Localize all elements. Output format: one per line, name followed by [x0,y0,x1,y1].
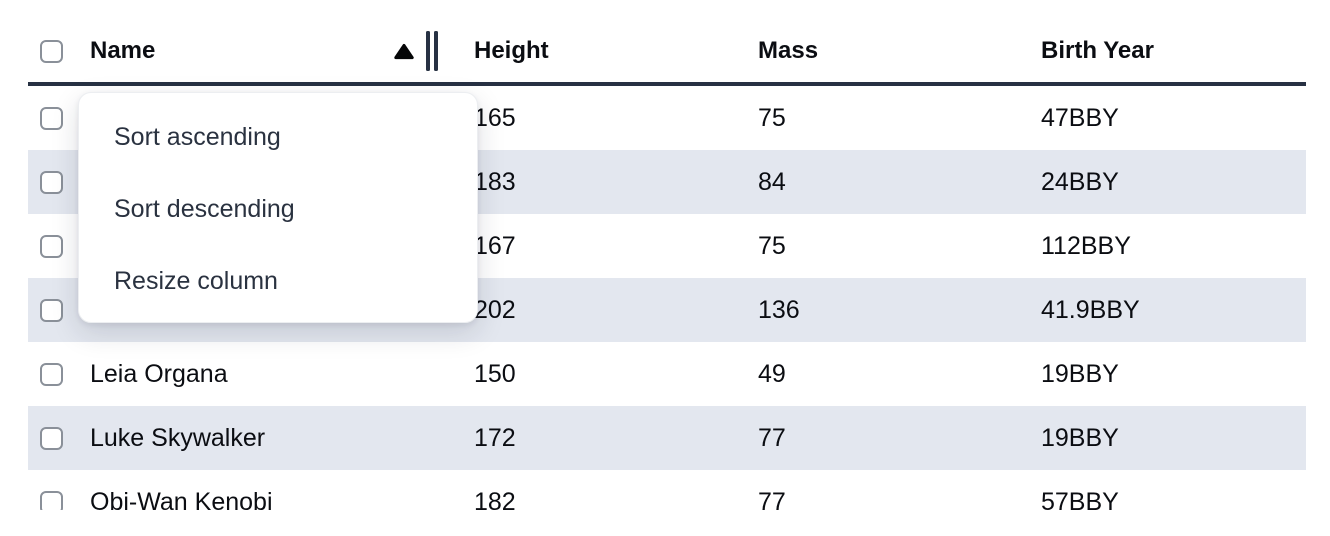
column-header-birth-year[interactable]: Birth Year [1041,37,1154,64]
table-row: Obi-Wan Kenobi 182 77 57BBY [28,470,1306,510]
cell-birth-year: 19BBY [1041,359,1119,388]
cell-height: 183 [474,167,516,196]
select-all-checkbox[interactable] [40,39,63,63]
row-select-cell [28,362,80,386]
row-select-cell [28,490,80,510]
cell-mass: 75 [758,231,786,260]
cell-birth-year: 19BBY [1041,423,1119,452]
column-header-height[interactable]: Height [474,37,549,64]
row-select-cell [28,106,80,130]
row-checkbox[interactable] [40,490,63,510]
row-checkbox[interactable] [40,170,63,194]
cell-height: 202 [474,295,516,324]
row-select-cell [28,426,80,450]
cell-birth-year: 24BBY [1041,167,1119,196]
cell-mass: 75 [758,103,786,132]
cell-name: Obi-Wan Kenobi [90,487,273,511]
table-row: Luke Skywalker 172 77 19BBY [28,406,1306,470]
column-context-menu: Sort ascending Sort descending Resize co… [78,92,478,323]
cell-mass: 77 [758,487,786,511]
cell-birth-year: 47BBY [1041,103,1119,132]
menu-item-sort-descending[interactable]: Sort descending [114,194,295,223]
row-select-cell [28,170,80,194]
name-header-icons [394,31,438,71]
menu-item-resize-column[interactable]: Resize column [114,266,278,295]
select-all-cell [28,39,80,63]
cell-mass: 77 [758,423,786,452]
cell-mass: 49 [758,359,786,388]
column-header-name-label: Name [90,37,156,64]
column-header-name[interactable]: Name [80,31,464,71]
row-select-cell [28,234,80,258]
cell-height: 167 [474,231,516,260]
row-checkbox[interactable] [40,106,63,130]
row-checkbox[interactable] [40,234,63,258]
row-select-cell [28,298,80,322]
cell-mass: 84 [758,167,786,196]
cell-birth-year: 57BBY [1041,487,1119,511]
cell-birth-year: 41.9BBY [1041,295,1140,324]
column-resize-handle-icon[interactable] [426,31,438,71]
cell-mass: 136 [758,295,800,324]
cell-height: 182 [474,487,516,511]
column-header-mass[interactable]: Mass [758,37,819,64]
row-checkbox[interactable] [40,362,63,386]
row-checkbox[interactable] [40,426,63,450]
row-checkbox[interactable] [40,298,63,322]
cell-height: 150 [474,359,516,388]
cell-birth-year: 112BBY [1041,231,1131,260]
cell-name: Luke Skywalker [90,423,266,452]
sort-ascending-icon [394,43,414,59]
menu-item-sort-ascending[interactable]: Sort ascending [114,122,281,151]
table-row: Leia Organa 150 49 19BBY [28,342,1306,406]
cell-name: Leia Organa [90,359,228,388]
cell-height: 165 [474,103,516,132]
table-header-row: Name Height Mass Birth Year [28,20,1306,86]
cell-height: 172 [474,423,516,452]
